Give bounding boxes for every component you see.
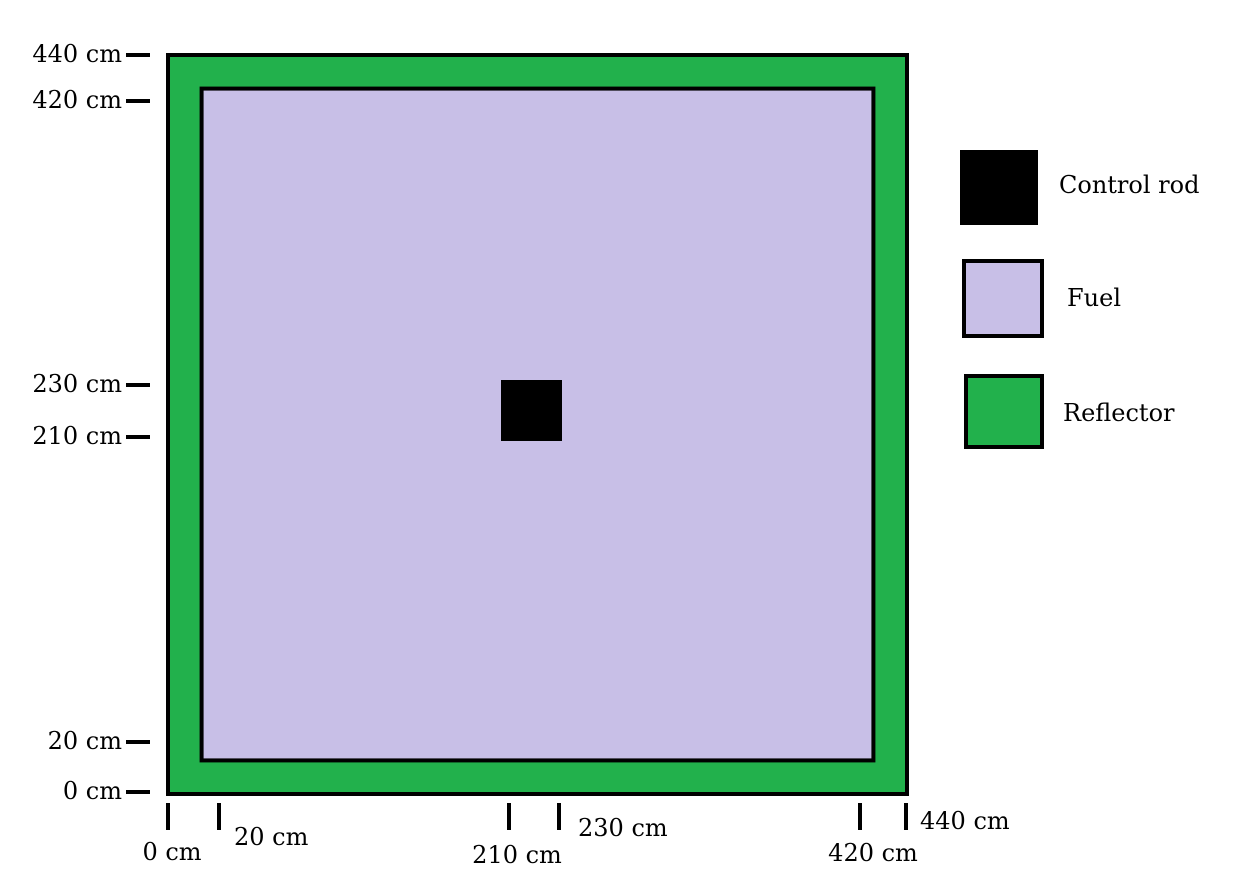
lavender-square-icon: [962, 259, 1044, 338]
legend-label-control-rod: Control rod: [1059, 171, 1199, 199]
control-rod-region: [501, 380, 562, 441]
y-tick-label: 230 cm: [32, 370, 122, 398]
x-tick-label: 440 cm: [920, 807, 1010, 835]
y-axis-ticks: 440 cm 420 cm 230 cm 210 cm 20 cm 0 cm: [32, 40, 150, 805]
y-tick-label: 210 cm: [32, 422, 122, 450]
legend: Control rod Fuel Reflector: [960, 150, 1199, 449]
x-tick-label: 20 cm: [234, 823, 309, 851]
y-tick-label: 20 cm: [48, 727, 123, 755]
x-tick-label: 0 cm: [142, 838, 201, 866]
x-tick-label: 420 cm: [828, 839, 918, 867]
y-tick-label: 440 cm: [32, 40, 122, 68]
black-square-icon: [960, 150, 1038, 225]
legend-label-reflector: Reflector: [1063, 399, 1175, 427]
x-tick-label: 230 cm: [578, 814, 668, 842]
x-tick-label: 210 cm: [472, 841, 562, 869]
green-square-icon: [964, 374, 1044, 449]
y-tick-label: 0 cm: [63, 777, 122, 805]
y-tick-label: 420 cm: [32, 86, 122, 114]
legend-label-fuel: Fuel: [1067, 284, 1121, 312]
